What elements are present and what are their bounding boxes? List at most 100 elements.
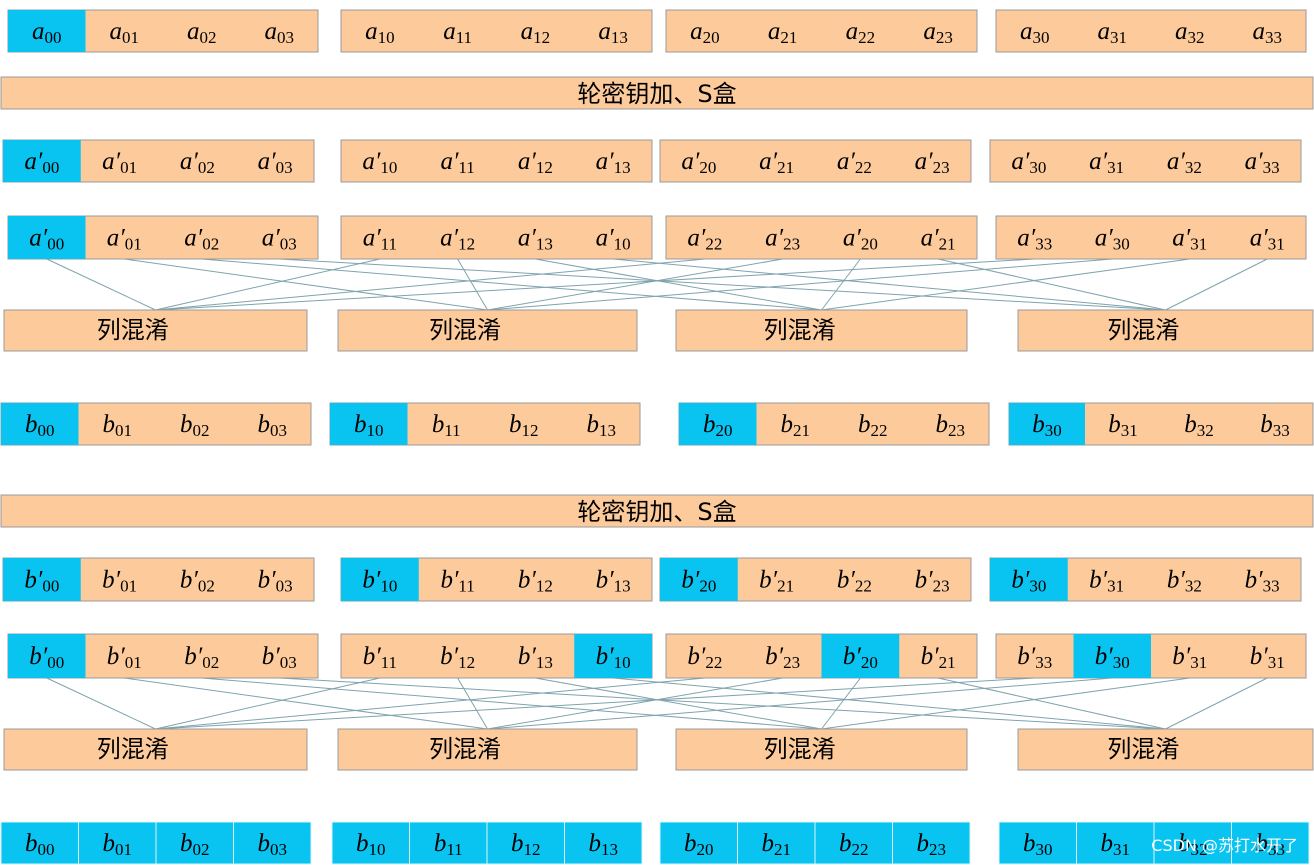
cell-label: a′10 [362,148,397,177]
symbol: b′ [596,643,615,670]
symbol: a′ [1245,148,1264,175]
subscript: 21 [939,653,956,672]
subscript: 32 [1185,577,1202,596]
cell-label: a′02 [184,225,219,254]
subscript: 20 [861,235,878,254]
subscript: 02 [202,235,219,254]
subscript: 31 [1110,28,1127,47]
symbol: b [180,411,193,438]
connector [457,677,488,730]
symbol: b′ [765,643,784,670]
symbol: b [1032,411,1045,438]
symbol: b [762,830,775,857]
symbol: a′ [258,148,277,175]
highlight-cell [341,558,419,601]
symbol: b [258,830,271,857]
subscript: 31 [1268,653,1285,672]
cell-label: b32 [1178,830,1208,859]
subscript: 30 [1113,235,1130,254]
cell-group [340,139,653,183]
highlight-cell [330,403,408,445]
subscript: 10 [614,653,631,672]
subscript: 01 [125,653,142,672]
symbol: a′ [102,148,121,175]
highlight-cell [155,821,234,865]
symbol: b [858,411,871,438]
cell-label: b′03 [262,643,297,672]
highlight-cell [814,821,893,865]
cell-label: a′31 [1250,225,1285,254]
highlight-cell [1009,403,1085,445]
cell-label: a′20 [843,225,878,254]
bar-label: 轮密钥加、S盒 [577,80,736,108]
cell-label: b30 [1023,830,1053,859]
bar-label: 轮密钥加、S盒 [577,498,736,526]
subscript: 22 [858,28,875,47]
subscript: 13 [536,235,553,254]
symbol: b [432,411,445,438]
subscript: 13 [614,577,631,596]
highlight-cell [990,558,1068,601]
cell-label: b′32 [1167,567,1202,596]
symbol: b [1256,830,1269,857]
watermark: CSDN @苏打水开了 [1151,836,1298,855]
symbol: a′ [107,225,126,252]
cell-label: b01 [103,830,133,859]
connector [279,258,1166,311]
connector [535,258,822,311]
subscript: 22 [855,158,872,177]
connector [155,258,705,311]
subscript: 33 [1263,158,1280,177]
connector [155,677,1035,730]
cell-group [659,139,972,183]
cell-label: a32 [1175,18,1205,47]
symbol: a [1175,18,1188,45]
symbol: a [32,18,45,45]
symbol: a′ [837,148,856,175]
cell-label: a′20 [681,148,716,177]
subscript: 22 [852,840,869,859]
symbol: b′ [440,643,459,670]
cell-label: b′30 [1011,567,1046,596]
subscript: 33 [1263,577,1280,596]
mix-box [1017,728,1314,771]
highlight-cell [486,821,565,865]
cell-label: a′00 [24,148,59,177]
cell-label: b′22 [687,643,722,672]
cell-label: b′21 [921,643,956,672]
cell-label: b00 [25,411,55,440]
highlight-cell [821,634,900,678]
subscript: 12 [536,577,553,596]
subscript: 10 [378,28,395,47]
subscript: 21 [793,421,810,440]
symbol: b [258,411,271,438]
subscript: 13 [536,653,553,672]
cell-label: b′23 [915,567,950,596]
subscript: 31 [1113,840,1130,859]
cell-label: b′03 [258,567,293,596]
cell-label: a′32 [1167,148,1202,177]
cell-label: b31 [1101,830,1131,859]
cell-label: a13 [598,18,628,47]
symbol: b′ [1250,643,1269,670]
highlight-cell [1076,821,1155,865]
cell-label: a00 [32,18,62,47]
subscript: 10 [614,235,631,254]
connector [821,258,1190,311]
cell-label: b′13 [518,643,553,672]
cell-label: b10 [356,830,386,859]
subscript: 22 [871,421,888,440]
subscript: 31 [1268,235,1285,254]
connector [457,258,488,311]
connector [487,677,783,730]
cell-label: b32 [1184,411,1214,440]
highlight-cell [1153,821,1232,865]
subscript: 20 [697,840,714,859]
subscript: 12 [536,158,553,177]
cell-label: b12 [511,830,541,859]
cell-label: a′30 [1011,148,1046,177]
symbol: b [434,830,447,857]
cell-label: b′31 [1089,567,1124,596]
subscript: 20 [699,158,716,177]
connector [155,677,380,730]
